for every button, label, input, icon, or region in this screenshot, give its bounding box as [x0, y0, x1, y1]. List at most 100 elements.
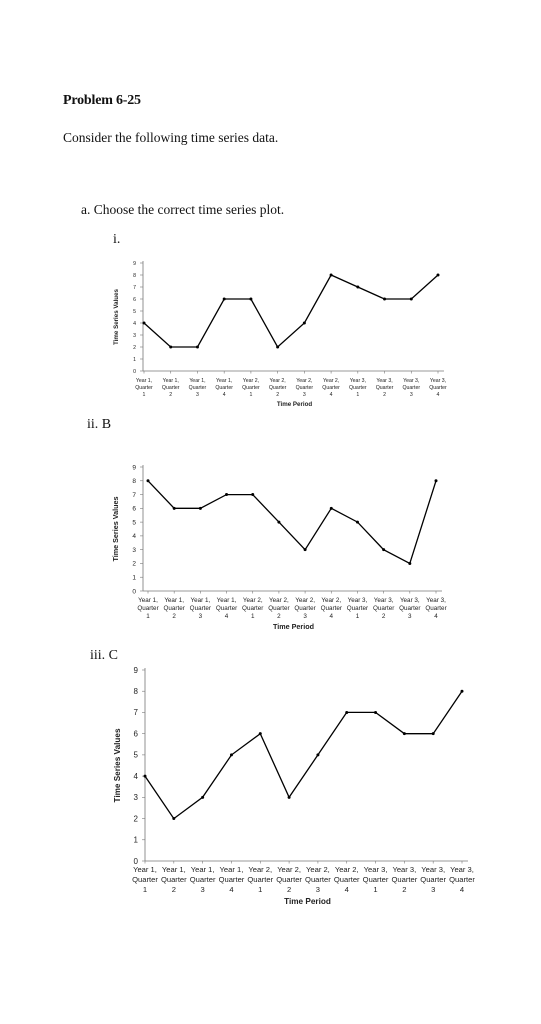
y-tick-label: 2 — [132, 561, 136, 568]
data-point — [460, 689, 464, 693]
data-point — [355, 520, 359, 524]
data-point — [258, 732, 262, 736]
x-tick-label: 2 — [382, 613, 386, 620]
x-tick-label: 4 — [223, 392, 226, 398]
x-tick-label: Quarter — [429, 385, 447, 391]
x-tick-label: Year 1, — [162, 865, 186, 874]
series-line — [143, 274, 439, 349]
x-tick-label: 3 — [303, 613, 307, 620]
x-tick-label: Quarter — [376, 385, 394, 391]
x-tick-label: Quarter — [296, 385, 314, 391]
x-tick-label: Year 3, — [403, 378, 419, 384]
x-tick-label: 4 — [345, 885, 349, 894]
y-axis-title: Time Series Values — [111, 497, 120, 562]
y-tick-label: 8 — [134, 687, 139, 696]
x-tick-label: Year 2, — [321, 597, 341, 604]
y-tick-label: 5 — [133, 309, 136, 315]
x-tick-label: 4 — [434, 613, 438, 620]
series-line — [144, 690, 463, 820]
data-point — [172, 506, 176, 510]
y-tick-label: 4 — [132, 533, 136, 540]
y-tick-label: 7 — [134, 708, 139, 717]
x-tick-label: 3 — [196, 392, 199, 398]
y-tick-label: 3 — [133, 333, 136, 339]
x-tick-label: Year 3, — [376, 378, 392, 384]
problem-title: Problem 6-25 — [63, 93, 141, 108]
x-tick-label: Year 2, — [243, 378, 259, 384]
data-point — [329, 273, 333, 277]
x-axis-title: Time Period — [284, 897, 331, 906]
y-tick-label: 9 — [133, 261, 136, 267]
data-point — [172, 817, 176, 821]
y-tick-label: 1 — [133, 357, 136, 363]
x-tick-label: Year 3, — [421, 865, 445, 874]
x-tick-label: Quarter — [135, 385, 153, 391]
x-tick-label: Year 2, — [295, 597, 315, 604]
x-tick-label: Quarter — [269, 385, 287, 391]
x-tick-label: Quarter — [363, 875, 389, 884]
y-tick-label: 0 — [132, 588, 136, 595]
x-tick-label: Quarter — [276, 875, 302, 884]
x-tick-label: Quarter — [247, 875, 273, 884]
y-tick-label: 3 — [134, 793, 139, 802]
x-tick-label: 1 — [373, 885, 377, 894]
y-tick-label: 8 — [132, 478, 136, 485]
data-point — [251, 493, 255, 497]
series-line — [147, 480, 437, 565]
x-tick-label: 1 — [258, 885, 262, 894]
x-tick-label: Year 1, — [136, 378, 152, 384]
question-a: a. Choose the correct time series plot. — [81, 202, 285, 217]
y-tick-label: 8 — [133, 273, 136, 279]
y-tick-label: 7 — [133, 285, 136, 291]
x-tick-label: Quarter — [164, 605, 185, 612]
x-tick-label: Quarter — [347, 605, 368, 612]
data-point — [276, 345, 280, 349]
data-point — [146, 479, 150, 483]
x-tick-label: 1 — [146, 613, 150, 620]
x-tick-label: Year 1, — [217, 597, 237, 604]
data-point — [434, 479, 438, 483]
x-tick-label: 4 — [460, 885, 464, 894]
x-tick-label: Year 2, — [335, 865, 359, 874]
x-tick-label: 3 — [303, 392, 306, 398]
x-tick-label: Quarter — [349, 385, 367, 391]
x-tick-label: 3 — [199, 613, 203, 620]
x-tick-label: Quarter — [190, 875, 216, 884]
x-tick-label: Quarter — [132, 875, 158, 884]
x-tick-label: 1 — [356, 613, 360, 620]
y-tick-label: 2 — [134, 814, 139, 823]
x-tick-label: Year 2, — [270, 378, 286, 384]
x-axis-title: Time Period — [273, 622, 314, 631]
x-tick-label: 1 — [249, 392, 252, 398]
data-point — [409, 297, 413, 301]
data-point — [169, 345, 173, 349]
x-tick-label: Year 3, — [426, 597, 446, 604]
x-tick-label: Year 1, — [189, 378, 205, 384]
data-point — [222, 297, 226, 301]
x-tick-label: 4 — [225, 613, 229, 620]
x-tick-label: Quarter — [189, 385, 207, 391]
data-point — [198, 506, 202, 510]
data-point — [402, 732, 406, 736]
x-tick-label: 2 — [402, 885, 406, 894]
x-tick-label: Quarter — [334, 875, 360, 884]
data-point — [408, 561, 412, 565]
x-tick-label: 2 — [172, 885, 176, 894]
x-tick-label: Quarter — [268, 605, 289, 612]
x-tick-label: Quarter — [190, 605, 211, 612]
x-tick-label: 3 — [316, 885, 320, 894]
x-tick-label: Year 1, — [138, 597, 158, 604]
x-tick-label: Year 1, — [190, 597, 210, 604]
data-point — [143, 774, 147, 778]
y-tick-label: 0 — [134, 857, 139, 866]
y-tick-label: 1 — [132, 574, 136, 581]
x-tick-label: Year 3, — [374, 597, 394, 604]
x-tick-label: Quarter — [242, 385, 260, 391]
x-tick-label: Year 2, — [277, 865, 301, 874]
x-tick-label: Year 3, — [364, 865, 388, 874]
option-label-i: i. — [113, 232, 121, 247]
y-tick-label: 6 — [134, 729, 139, 738]
x-tick-label: 3 — [431, 885, 435, 894]
y-tick-label: 6 — [133, 297, 136, 303]
